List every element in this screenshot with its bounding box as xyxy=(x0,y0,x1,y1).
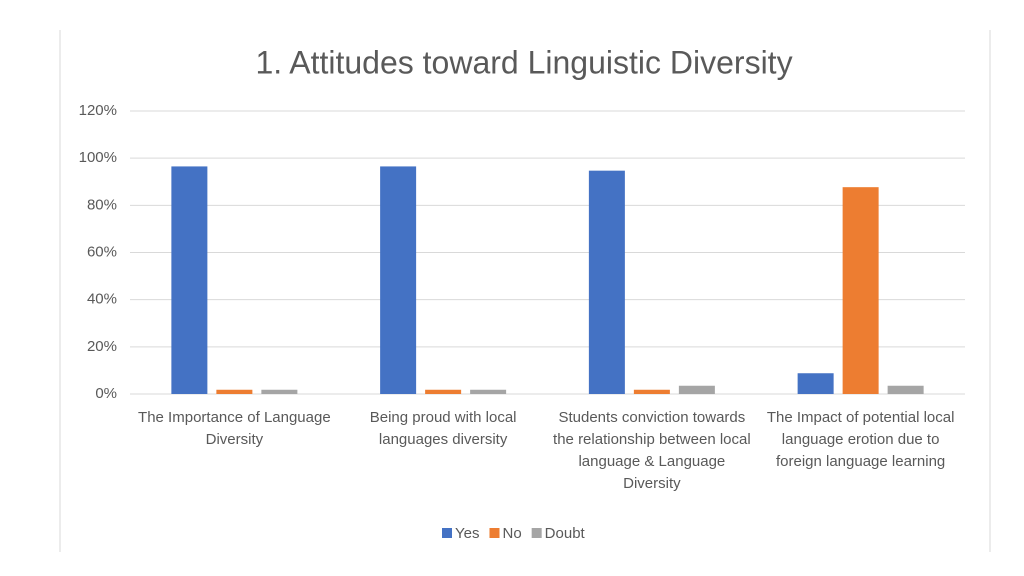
y-tick-label: 0% xyxy=(95,385,117,402)
y-tick-label: 20% xyxy=(87,338,117,355)
y-tick-label: 120% xyxy=(79,102,117,119)
bar xyxy=(842,187,879,394)
y-tick-label: 80% xyxy=(87,196,117,213)
bar xyxy=(171,166,208,394)
bar xyxy=(425,389,462,394)
bar xyxy=(261,389,298,394)
bar xyxy=(678,385,715,394)
chart-title: 1. Attitudes toward Linguistic Diversity xyxy=(255,44,792,80)
legend-swatch xyxy=(531,528,542,538)
x-tick-label: Being proud with local languages diversi… xyxy=(369,409,517,448)
legend-label: Doubt xyxy=(545,525,586,542)
bar xyxy=(380,166,417,394)
bar xyxy=(470,389,507,394)
legend-label: No xyxy=(502,525,521,542)
x-tick-label: The Importance of Language Diversity xyxy=(138,409,331,448)
legend-swatch xyxy=(489,528,500,538)
y-tick-label: 60% xyxy=(87,243,117,260)
bar xyxy=(887,385,924,394)
y-tick-label: 100% xyxy=(79,149,117,166)
bar xyxy=(216,389,253,394)
bar xyxy=(588,170,625,394)
bar xyxy=(797,373,834,394)
x-tick-label: Students conviction towards the relation… xyxy=(553,409,751,492)
x-tick-label: The Impact of potential local language e… xyxy=(766,409,955,470)
legend-swatch xyxy=(442,528,452,538)
legend-label: Yes xyxy=(455,525,479,542)
bar xyxy=(633,389,670,394)
y-tick-label: 40% xyxy=(87,291,117,308)
